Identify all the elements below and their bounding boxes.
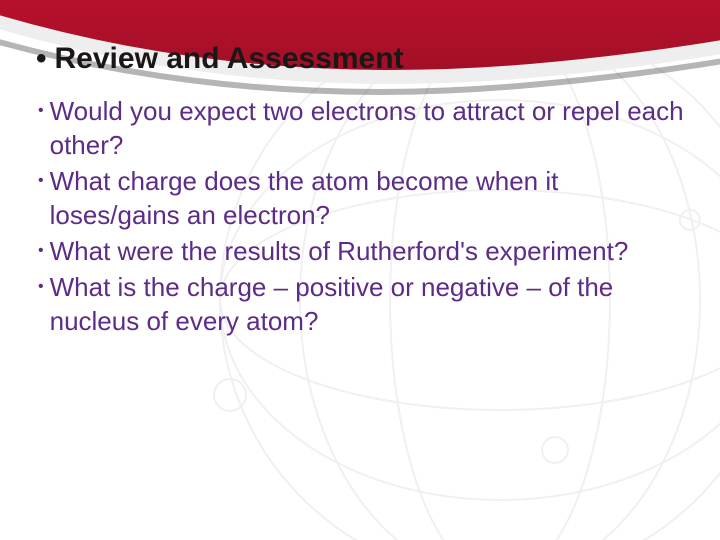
bullet-list: • Would you expect two electrons to attr… (36, 94, 690, 338)
title-bullet: • (36, 44, 47, 74)
bullet-text: What is the charge – positive or negativ… (50, 270, 690, 338)
page-title: Review and Assessment (55, 42, 404, 76)
title-row: • Review and Assessment (36, 42, 690, 76)
content-area: • Review and Assessment • Would you expe… (36, 42, 690, 340)
list-item: • Would you expect two electrons to attr… (38, 94, 690, 162)
bullet-text: What charge does the atom become when it… (50, 164, 690, 232)
bullet-marker: • (38, 234, 44, 268)
slide: • Review and Assessment • Would you expe… (0, 0, 720, 540)
bullet-text: What were the results of Rutherford's ex… (50, 234, 629, 268)
list-item: • What were the results of Rutherford's … (38, 234, 690, 268)
bullet-marker: • (38, 94, 44, 128)
bullet-marker: • (38, 270, 44, 304)
list-item: • What is the charge – positive or negat… (38, 270, 690, 338)
bullet-text: Would you expect two electrons to attrac… (50, 94, 690, 162)
list-item: • What charge does the atom become when … (38, 164, 690, 232)
bullet-marker: • (38, 164, 44, 198)
